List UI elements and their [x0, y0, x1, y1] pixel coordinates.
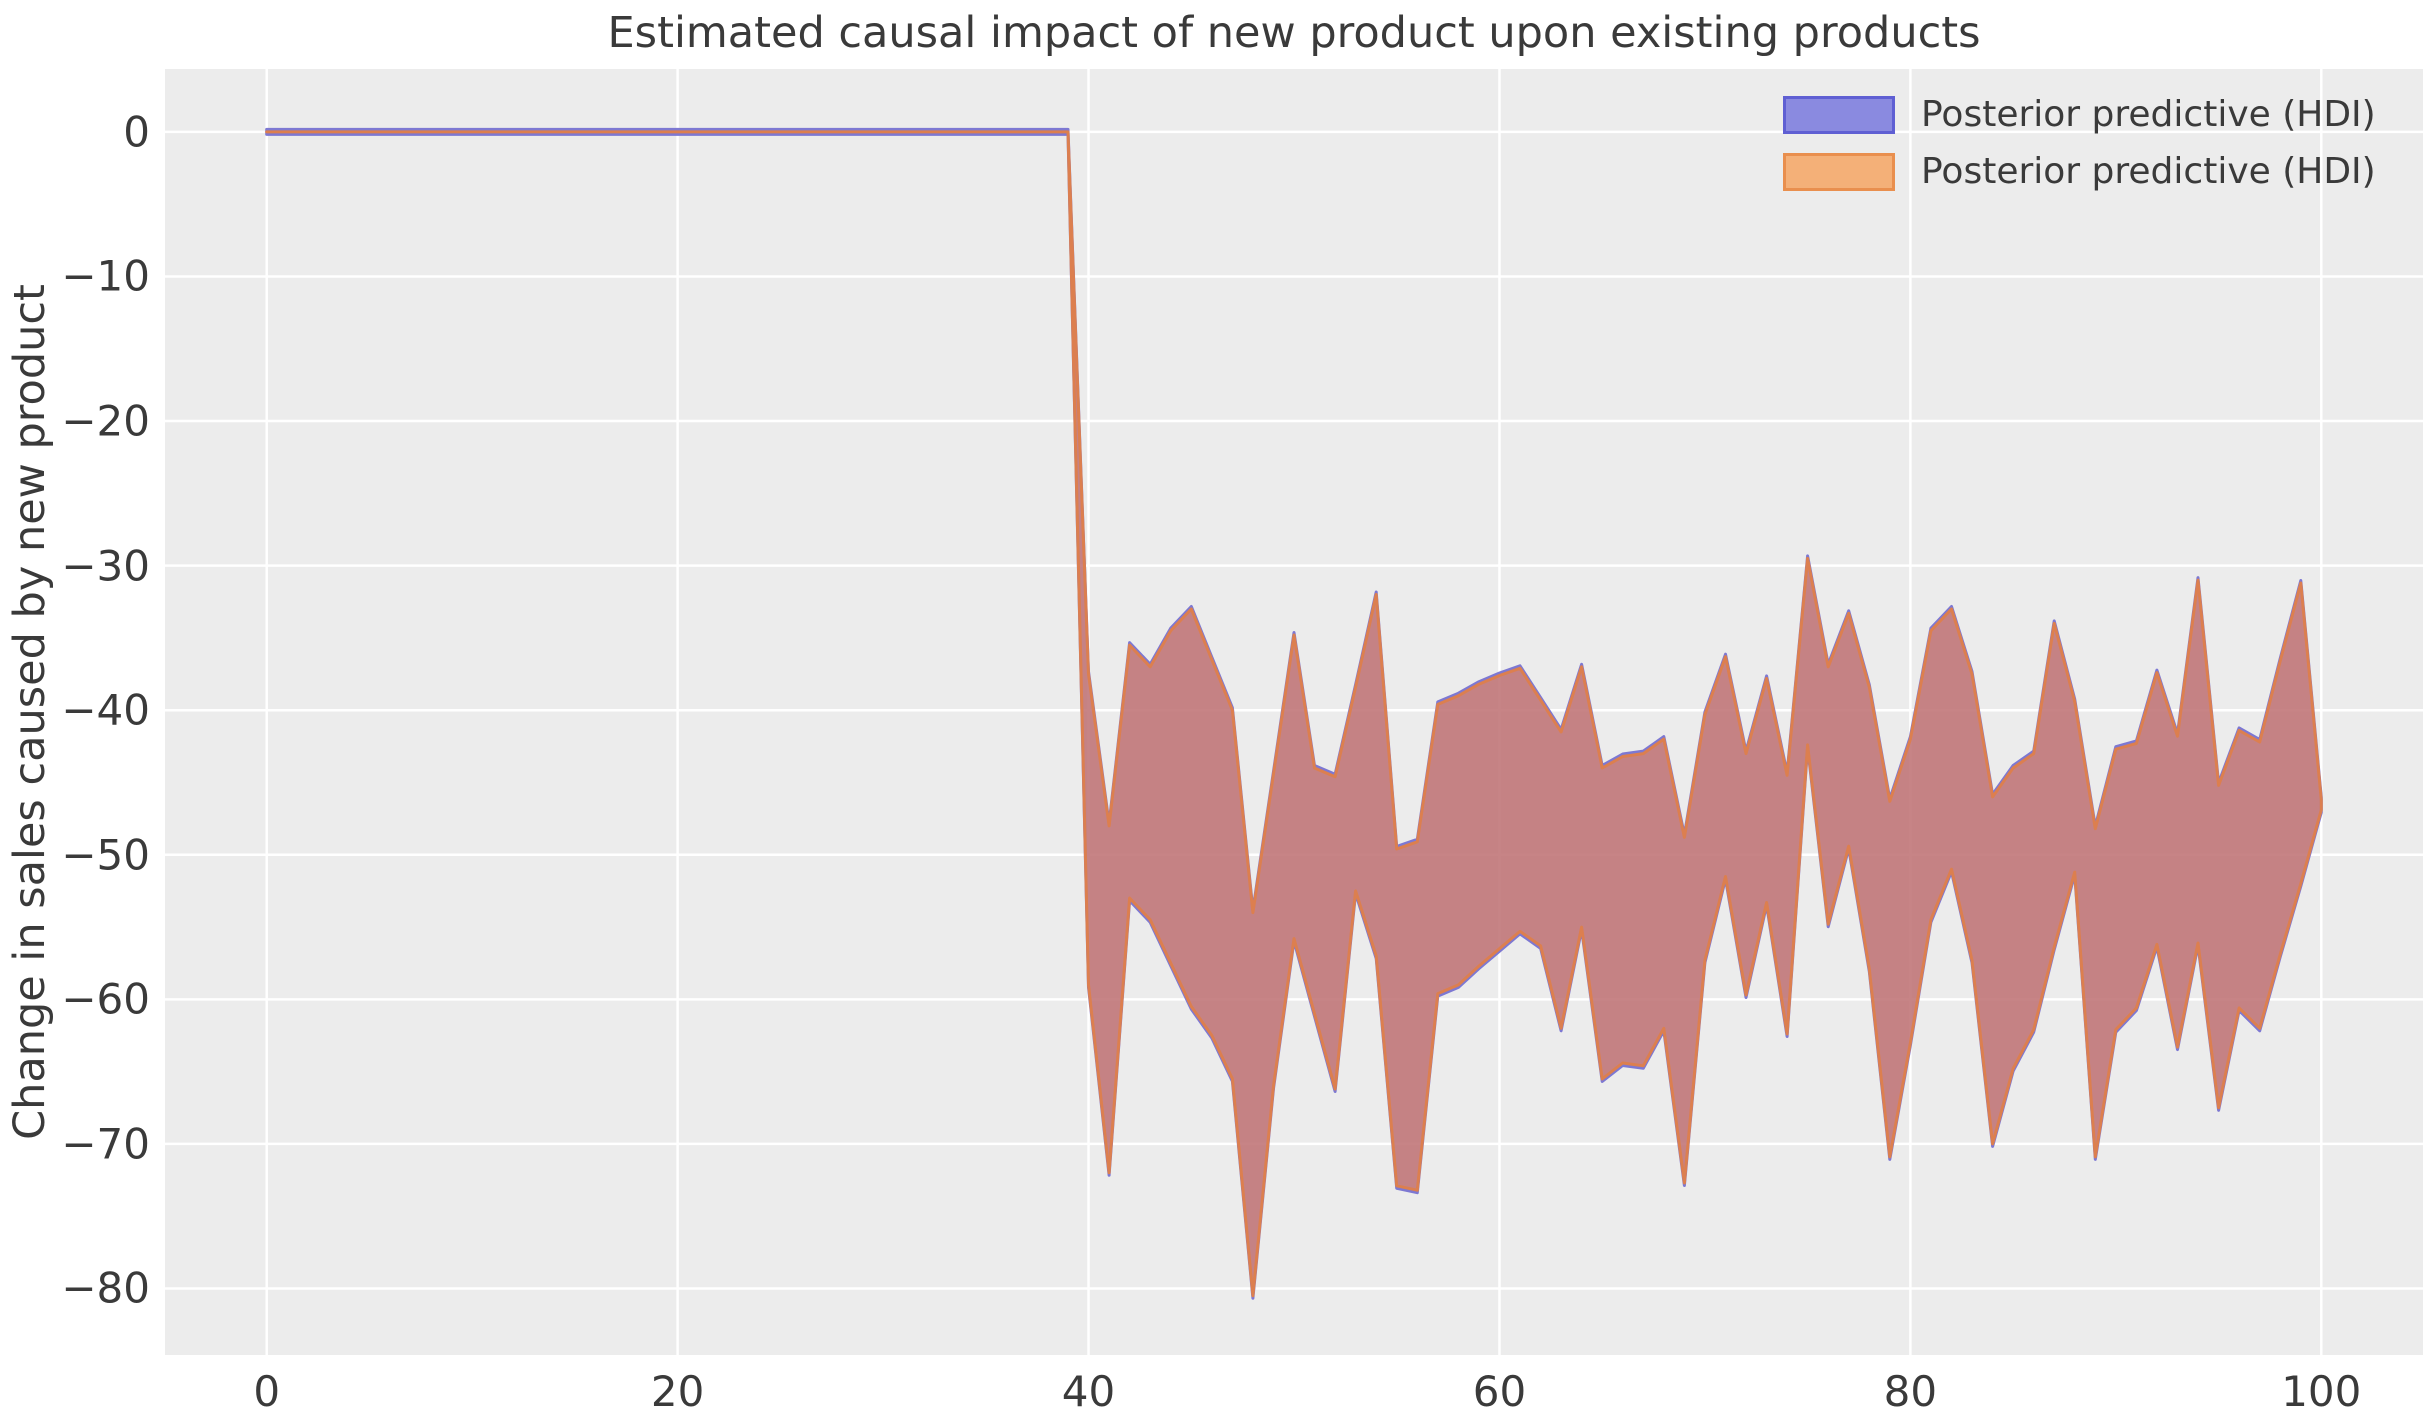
x-tick-label: 100 — [2281, 1367, 2362, 1416]
y-tick-label: −30 — [61, 541, 150, 591]
x-tick-label: 40 — [1061, 1367, 1116, 1416]
y-tick-label: 0 — [123, 107, 150, 157]
y-tick-label: −40 — [61, 685, 150, 735]
legend-swatch-orange-icon — [1783, 152, 1895, 191]
legend: Posterior predictive (HDI) Posterior pred… — [1783, 94, 2376, 192]
x-tick-label: 80 — [1883, 1367, 1938, 1416]
y-tick-label: −50 — [61, 830, 150, 880]
x-tick-label: 20 — [650, 1367, 705, 1416]
legend-label: Posterior predictive (HDI) — [1921, 94, 2376, 135]
x-tick-label: 60 — [1472, 1367, 1527, 1416]
legend-label: Posterior predictive (HDI) — [1921, 151, 2376, 192]
y-tick-label: −80 — [61, 1263, 150, 1313]
legend-swatch-blue-icon — [1783, 95, 1895, 134]
y-tick-label: −60 — [61, 974, 150, 1024]
y-tick-label: −20 — [61, 396, 150, 446]
hdi-band-orange — [265, 130, 2323, 1298]
x-tick-label: 0 — [253, 1367, 281, 1416]
y-tick-label: −70 — [61, 1119, 150, 1169]
legend-entry: Posterior predictive (HDI) — [1783, 151, 2376, 192]
y-tick-label: −10 — [61, 251, 150, 301]
legend-entry: Posterior predictive (HDI) — [1783, 94, 2376, 135]
chart-title: Estimated causal impact of new product u… — [607, 8, 1981, 58]
